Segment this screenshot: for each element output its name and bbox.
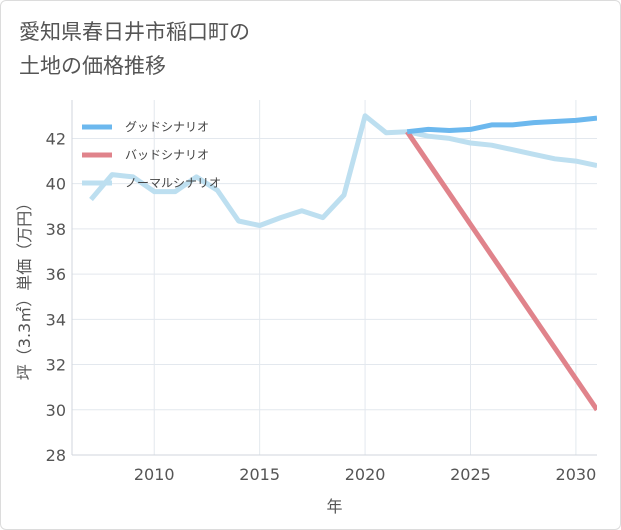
- y-tick-label: 32: [46, 356, 66, 375]
- series-line-normal: [89, 113, 597, 228]
- chart-title-line-1: 愛知県春日井市稲口町の: [19, 20, 250, 44]
- y-axis-title: 坪（3.3㎡）単価（万円）: [15, 195, 34, 380]
- x-axis-title: 年: [326, 497, 342, 516]
- chart-title-line-2: 土地の価格推移: [19, 54, 166, 78]
- chart-title: 愛知県春日井市稲口町の 土地の価格推移: [19, 15, 250, 83]
- legend-label-bad: バッドシナリオ: [125, 148, 209, 162]
- x-tick-label: 2015: [239, 465, 280, 484]
- legend-label-good: グッドシナリオ: [125, 120, 209, 134]
- y-tick-label: 42: [46, 129, 66, 148]
- series-line-good: [406, 115, 597, 135]
- legend-item-bad[interactable]: バッドシナリオ: [82, 148, 209, 162]
- legend-label-normal: ノーマルシナリオ: [125, 176, 221, 190]
- x-tick-label: 2020: [345, 465, 386, 484]
- x-tick-label: 2025: [450, 465, 491, 484]
- series-lines: [89, 113, 597, 412]
- y-tick-label: 30: [46, 401, 66, 420]
- legend-item-good[interactable]: グッドシナリオ: [82, 120, 209, 134]
- tick-labels: 28 30 32 34 36 38 40 42 2010 2015 2020 2025 2030: [46, 129, 597, 484]
- y-tick-label: 28: [46, 446, 66, 465]
- axes: [71, 100, 597, 456]
- y-tick-label: 34: [46, 310, 66, 329]
- x-tick-label: 2030: [556, 465, 597, 484]
- y-tick-label: 36: [46, 265, 66, 284]
- x-tick-label: 2010: [134, 465, 175, 484]
- y-tick-label: 40: [46, 175, 66, 194]
- y-tick-label: 38: [46, 220, 66, 239]
- series-line-bad: [405, 130, 597, 412]
- legend-item-normal[interactable]: ノーマルシナリオ: [82, 176, 221, 190]
